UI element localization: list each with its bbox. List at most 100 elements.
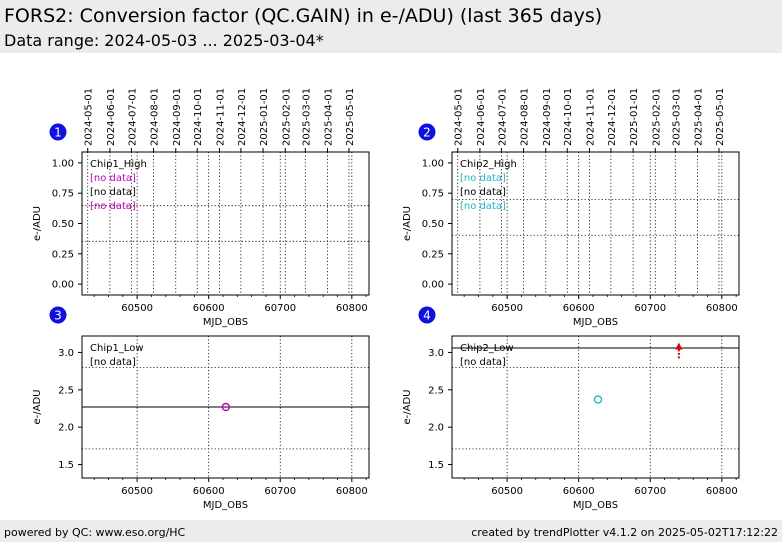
y-tick-label: 0.25: [422, 249, 444, 260]
y-tick-label: 0.75: [52, 189, 74, 200]
y-axis-label: e-/ADU: [32, 390, 43, 425]
panel-number-label: 3: [54, 309, 62, 323]
footer-created-by: created by trendPlotter v4.1.2 on 2025-0…: [471, 526, 778, 539]
panel-series-label: Chip1_High: [90, 159, 147, 170]
footer-powered-by: powered by QC: www.eso.org/HC: [4, 526, 186, 539]
x-tick-label: 60600: [563, 486, 595, 497]
date-tick-label: 2024-09-01: [542, 88, 553, 146]
date-tick-label: 2025-05-01: [715, 88, 726, 146]
y-tick-label: 0.50: [52, 219, 74, 230]
date-tick-label: 2024-06-01: [106, 88, 117, 146]
x-tick-label: 60700: [264, 303, 296, 314]
no-data-note: [no data]: [90, 201, 136, 212]
panel-series-label: Chip1_Low: [90, 343, 144, 354]
y-tick-label: 1.5: [58, 460, 74, 471]
date-tick-label: 2024-07-01: [127, 88, 138, 146]
panel-number-badge: [418, 306, 436, 324]
panel-number-label: 4: [423, 309, 431, 323]
y-axis-label: e-/ADU: [32, 206, 43, 241]
no-data-note: [no data]: [90, 357, 136, 368]
panel-number-badge: [49, 306, 67, 324]
no-data-note: [no data]: [90, 173, 136, 184]
date-tick-label: 2025-02-01: [281, 88, 292, 146]
panel-number-label: 1: [54, 126, 62, 140]
panel-number-badge: [418, 123, 436, 141]
date-tick-label: 2024-10-01: [563, 88, 574, 146]
report-footer: powered by QC: www.eso.org/HC created by…: [0, 520, 782, 542]
report-title: FORS2: Conversion factor (QC.GAIN) in e-…: [4, 5, 603, 27]
no-data-note: [no data]: [90, 187, 136, 198]
date-tick-label: 2024-11-01: [585, 88, 596, 146]
data-point: [221, 402, 231, 412]
x-tick-label: 60700: [634, 303, 666, 314]
y-tick-label: 2.5: [428, 385, 444, 396]
date-tick-label: 2025-03-01: [671, 88, 682, 146]
date-tick-label: 2025-05-01: [345, 88, 356, 146]
x-axis-label: MJD_OBS: [573, 317, 618, 328]
y-tick-label: 1.00: [52, 158, 74, 169]
date-tick-label: 2025-03-01: [301, 88, 312, 146]
data-range-subtitle: Data range: 2024-05-03 ... 2025-03-04*: [4, 31, 324, 50]
report-header: FORS2: Conversion factor (QC.GAIN) in e-…: [0, 0, 782, 53]
x-tick-label: 60600: [563, 303, 595, 314]
y-axis-label: e-/ADU: [402, 206, 413, 241]
plot-frame: [451, 335, 740, 479]
trend-plots: 1 2024-05-01 2024-06-01 2024-07-01 2024-08-0…: [32, 88, 740, 511]
date-tick-label: 2024-09-01: [172, 88, 183, 146]
panel-number-badge: [49, 123, 67, 141]
date-tick-label: 2024-05-01: [454, 88, 465, 146]
x-axis-label: MJD_OBS: [203, 500, 248, 511]
y-tick-label: 2.5: [58, 385, 74, 396]
date-tick-label: 2024-08-01: [520, 88, 531, 146]
y-axis-label: e-/ADU: [402, 390, 413, 425]
y-tick-label: 1.00: [422, 158, 444, 169]
x-axis-label: MJD_OBS: [203, 317, 248, 328]
panel-series-label: Chip2_High: [460, 159, 517, 170]
date-tick-label: 2025-04-01: [693, 88, 704, 146]
y-tick-label: 0.00: [52, 280, 74, 291]
panel-series-label: Chip2_Low: [460, 343, 514, 354]
date-tick-label: 2024-08-01: [150, 88, 161, 146]
y-tick-label: 2.0: [428, 423, 444, 434]
date-tick-label: 2024-07-01: [497, 88, 508, 146]
x-tick-label: 60800: [706, 303, 738, 314]
date-tick-label: 2024-05-01: [84, 88, 95, 146]
y-tick-label: 0.25: [52, 249, 74, 260]
x-tick-label: 60500: [491, 486, 523, 497]
date-tick-label: 2024-12-01: [237, 88, 248, 146]
out-of-range-arrow-head: [675, 342, 683, 350]
no-data-note: [no data]: [460, 357, 506, 368]
date-tick-label: 2024-11-01: [215, 88, 226, 146]
y-tick-label: 3.0: [428, 348, 444, 359]
x-tick-label: 60800: [706, 486, 738, 497]
y-tick-label: 1.5: [428, 460, 444, 471]
no-data-note: [no data]: [460, 187, 506, 198]
date-tick-label: 2024-12-01: [607, 88, 618, 146]
date-tick-label: 2025-02-01: [651, 88, 662, 146]
x-tick-label: 60700: [264, 486, 296, 497]
x-tick-label: 60600: [193, 486, 225, 497]
date-tick-label: 2024-10-01: [193, 88, 204, 146]
y-tick-label: 3.0: [58, 348, 74, 359]
y-tick-label: 0.50: [422, 219, 444, 230]
y-tick-label: 0.00: [422, 280, 444, 291]
x-tick-label: 60800: [336, 303, 368, 314]
x-tick-label: 60500: [121, 486, 153, 497]
y-tick-label: 0.75: [422, 189, 444, 200]
date-tick-label: 2024-06-01: [476, 88, 487, 146]
x-tick-label: 60700: [634, 486, 666, 497]
no-data-note: [no data]: [460, 173, 506, 184]
x-tick-label: 60800: [336, 486, 368, 497]
x-axis-label: MJD_OBS: [573, 500, 618, 511]
panel-number-label: 2: [423, 126, 431, 140]
date-tick-label: 2025-01-01: [259, 88, 270, 146]
no-data-note: [no data]: [460, 201, 506, 212]
date-tick-label: 2025-04-01: [323, 88, 334, 146]
data-point: [593, 395, 603, 404]
x-tick-label: 60600: [193, 303, 225, 314]
x-tick-label: 60500: [121, 303, 153, 314]
x-tick-label: 60500: [491, 303, 523, 314]
y-tick-label: 2.0: [58, 423, 74, 434]
plot-frame: [81, 335, 370, 479]
date-tick-label: 2025-01-01: [629, 88, 640, 146]
